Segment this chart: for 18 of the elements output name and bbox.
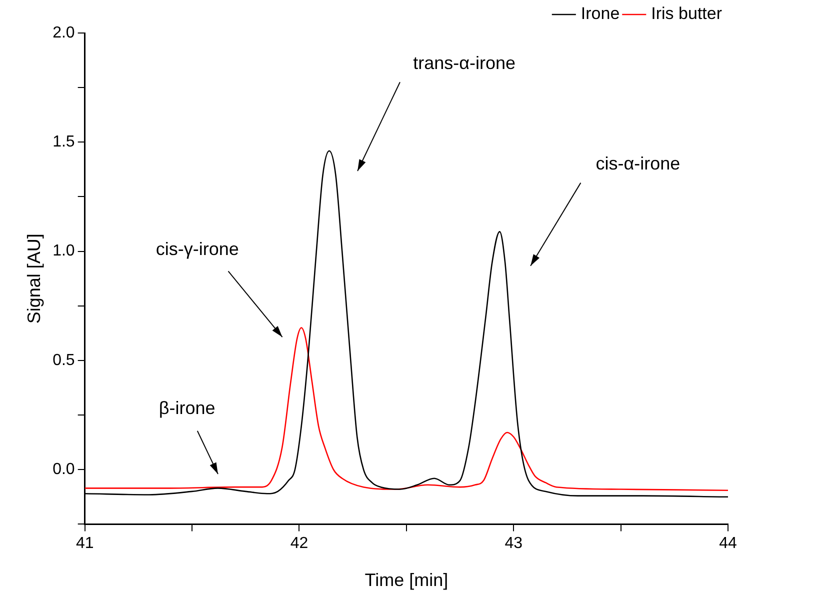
y-tick-label: 0.5 bbox=[52, 352, 75, 369]
annotation: β-irone bbox=[158, 398, 216, 418]
y-tick-label: 1.5 bbox=[52, 134, 75, 151]
x-tick-label: 43 bbox=[504, 535, 523, 552]
annotation: trans-α-irone bbox=[413, 52, 516, 73]
legend-label: Irone bbox=[580, 4, 620, 24]
y-tick-label: 0.0 bbox=[52, 461, 75, 478]
annotation: cis-γ-irone bbox=[156, 239, 239, 260]
x-tick-label: 42 bbox=[290, 535, 308, 552]
y-tick-label: 2.0 bbox=[52, 24, 75, 42]
y-tick-label: 1.0 bbox=[52, 242, 75, 260]
x-axis-title: Time [min] bbox=[364, 570, 448, 590]
line-series bbox=[84, 327, 728, 492]
x-tick-label: 41 bbox=[76, 535, 94, 552]
x-tick-label: 44 bbox=[719, 535, 737, 552]
legend-label: Iris butter bbox=[651, 4, 722, 24]
y-axis-title: Signal [AU] bbox=[24, 234, 44, 324]
annotation: cis-α-irone bbox=[596, 154, 680, 174]
